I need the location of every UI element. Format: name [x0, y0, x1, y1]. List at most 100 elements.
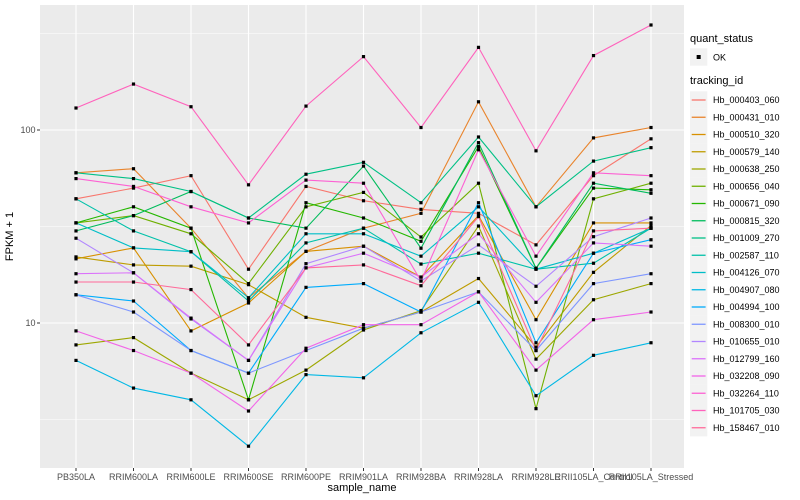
- legend-label-tracking-id: Hb_000671_090: [713, 199, 780, 209]
- data-point: [649, 272, 653, 276]
- data-point: [419, 262, 423, 266]
- data-point: [74, 257, 78, 261]
- legend-label-tracking-id: Hb_000431_010: [713, 112, 780, 122]
- data-point: [304, 346, 308, 350]
- data-point: [534, 368, 538, 372]
- x-axis-tick-label: RRII105LA_Stressed: [609, 472, 694, 482]
- data-point: [304, 373, 308, 377]
- data-point: [131, 299, 136, 303]
- data-point: [534, 318, 538, 322]
- data-point: [304, 266, 308, 270]
- data-point: [131, 336, 136, 340]
- data-point: [74, 329, 78, 333]
- data-point: [131, 214, 136, 218]
- data-point: [419, 275, 423, 279]
- legend-label-quant-status: OK: [713, 53, 726, 63]
- data-point: [649, 238, 653, 242]
- x-axis-tick-label: RRIM928LA: [454, 472, 503, 482]
- data-point: [361, 323, 366, 327]
- data-point: [476, 45, 481, 49]
- data-point: [189, 329, 193, 333]
- data-point: [649, 137, 653, 141]
- data-point: [591, 174, 596, 178]
- data-point: [419, 201, 423, 205]
- legend-label-tracking-id: Hb_000510_320: [713, 130, 780, 140]
- legend-title-tracking-id: tracking_id: [690, 75, 743, 87]
- data-point: [74, 343, 78, 347]
- data-point: [476, 211, 481, 215]
- data-point: [74, 106, 78, 110]
- data-point: [304, 201, 308, 205]
- y-axis-tick-label: 100: [20, 125, 35, 135]
- data-point: [649, 181, 653, 185]
- data-point: [534, 348, 538, 353]
- x-axis-tick-label: PB350LA: [57, 472, 95, 482]
- data-point: [189, 371, 193, 375]
- data-point: [419, 284, 423, 288]
- data-point: [534, 284, 538, 288]
- data-point: [419, 207, 423, 211]
- data-point: [591, 298, 596, 302]
- data-point: [74, 229, 78, 233]
- data-point: [361, 282, 366, 286]
- data-point: [534, 243, 538, 247]
- data-point: [74, 176, 78, 181]
- data-point: [189, 250, 193, 254]
- data-point: [246, 299, 251, 303]
- data-point: [131, 82, 136, 86]
- data-point: [189, 348, 193, 353]
- data-point: [476, 251, 481, 255]
- data-point: [649, 226, 653, 230]
- legend-label-tracking-id: Hb_101705_030: [713, 406, 780, 416]
- data-point: [419, 211, 423, 215]
- data-point: [246, 282, 251, 286]
- data-point: [246, 267, 251, 271]
- x-axis-tick-label: RRIM600LE: [166, 472, 215, 482]
- data-point: [361, 160, 366, 164]
- data-point: [74, 236, 78, 240]
- data-point: [189, 226, 193, 230]
- data-point: [476, 224, 481, 228]
- data-point: [591, 261, 596, 265]
- data-point: [304, 315, 308, 319]
- data-point: [361, 216, 366, 220]
- data-point: [131, 205, 136, 209]
- data-point: [591, 353, 596, 357]
- data-point: [419, 323, 423, 327]
- data-point: [476, 145, 481, 149]
- data-point: [361, 326, 366, 330]
- data-point: [361, 226, 366, 230]
- data-point: [246, 183, 251, 187]
- data-point: [649, 341, 653, 345]
- data-point: [246, 358, 251, 363]
- data-point: [534, 341, 538, 345]
- data-point: [476, 243, 481, 247]
- data-point: [534, 394, 538, 398]
- data-point: [304, 348, 308, 353]
- data-point: [476, 201, 481, 205]
- legend-label-tracking-id: Hb_000656_040: [713, 181, 780, 191]
- data-point: [131, 184, 136, 189]
- data-point: [361, 199, 366, 203]
- data-point: [649, 310, 653, 314]
- data-point: [476, 300, 481, 304]
- legend-label-tracking-id: Hb_000579_140: [713, 147, 780, 157]
- data-point: [476, 232, 481, 236]
- data-point: [591, 318, 596, 322]
- legend-title-quant-status: quant_status: [690, 33, 753, 45]
- data-point: [246, 409, 251, 413]
- data-point: [591, 171, 596, 175]
- data-point: [649, 191, 653, 195]
- data-point: [246, 371, 251, 375]
- legend-label-tracking-id: Hb_032208_090: [713, 371, 780, 381]
- data-point: [189, 264, 193, 268]
- data-point: [246, 296, 251, 300]
- data-point: [304, 249, 308, 253]
- data-point: [246, 301, 251, 305]
- data-point: [591, 181, 596, 185]
- legend-label-tracking-id: Hb_004907_080: [713, 285, 780, 295]
- data-point: [534, 149, 538, 153]
- data-point: [591, 251, 596, 255]
- data-point: [74, 221, 78, 225]
